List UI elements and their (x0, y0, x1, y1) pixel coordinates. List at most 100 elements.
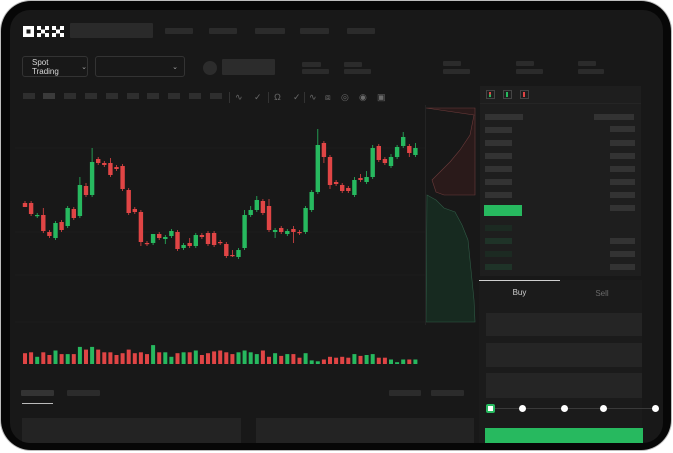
ask-price[interactable] (485, 127, 512, 133)
volume-bar (199, 355, 204, 364)
candle-body (169, 231, 174, 236)
buy-tab[interactable]: Buy (512, 288, 527, 297)
timeframe-button[interactable] (189, 93, 201, 99)
volume-bar (163, 352, 168, 364)
ask-amount (610, 126, 635, 132)
tab-order-history[interactable] (67, 390, 100, 396)
order-book-header-divider (480, 103, 641, 104)
volume-bar (151, 345, 156, 364)
sell-tab[interactable]: Sell (595, 289, 609, 298)
toolbar-divider (229, 92, 230, 103)
amount-slider-track[interactable] (490, 408, 656, 409)
candle-body (53, 223, 58, 238)
timeframe-button[interactable] (64, 93, 76, 99)
check-tool-icon[interactable]: ✓ (293, 92, 301, 102)
ask-price[interactable] (485, 179, 512, 185)
timeframe-button[interactable] (85, 93, 97, 99)
total-input[interactable] (486, 373, 642, 398)
candle-body (272, 230, 278, 232)
price-input[interactable] (486, 313, 642, 336)
candle-body (321, 143, 327, 157)
tab-open-orders[interactable] (21, 390, 54, 396)
volume-bar (401, 359, 406, 364)
bid-price[interactable] (485, 251, 512, 257)
filter-button[interactable] (389, 390, 421, 396)
volume-bar (321, 359, 326, 364)
volume-bar (291, 354, 296, 364)
slider-step[interactable] (652, 405, 659, 412)
candlestick-chart[interactable] (10, 10, 663, 443)
volume-bar (120, 353, 125, 364)
stat-label (443, 61, 461, 66)
candle-body (102, 163, 107, 165)
line-tool-icon[interactable]: ✓ (254, 92, 262, 102)
timeframe-button[interactable] (147, 93, 159, 99)
volume-bar (206, 353, 210, 364)
volume-bar (47, 355, 52, 364)
nav-item[interactable] (300, 28, 329, 34)
spot-trading-dropdown[interactable]: Spot Trading ⌄ (22, 56, 88, 77)
ask-price[interactable] (485, 166, 512, 172)
bid-amount (610, 264, 635, 270)
slider-handle[interactable] (486, 404, 495, 413)
chevron-down-icon: ⌄ (172, 63, 178, 71)
settings-icon[interactable]: ◉ (359, 92, 367, 102)
timeframe-button[interactable] (127, 93, 139, 99)
candle-body (346, 188, 351, 191)
bid-price[interactable] (485, 238, 512, 244)
asks-only-icon-bar (523, 92, 525, 97)
nav-item[interactable] (209, 28, 237, 34)
timeframe-button[interactable] (106, 93, 118, 99)
asks-only-icon[interactable] (520, 90, 529, 99)
timeframe-button[interactable] (23, 93, 35, 99)
candle-body (394, 147, 400, 157)
candle-body (254, 200, 259, 210)
nav-item[interactable] (165, 28, 193, 34)
volume-bar (102, 352, 107, 364)
orderbook-header-amount (594, 114, 634, 120)
candle-body (22, 203, 28, 207)
volume-bar (35, 356, 40, 364)
okx-logo[interactable] (23, 25, 65, 38)
bid-price[interactable] (485, 225, 512, 231)
timeframe-button[interactable] (43, 93, 55, 99)
bids-only-icon[interactable] (503, 90, 512, 99)
ruler-icon[interactable]: ⧈ (325, 92, 331, 102)
volume-bar (376, 357, 381, 364)
camera-icon[interactable]: ◎ (341, 92, 349, 102)
volume-bar (413, 359, 418, 364)
buy-button[interactable] (485, 428, 643, 443)
volume-bar (254, 354, 259, 364)
stat-label (344, 62, 362, 67)
nav-item[interactable] (347, 28, 375, 34)
pair-selector-dropdown[interactable]: ⌄ (95, 56, 185, 77)
bid-price[interactable] (485, 264, 512, 270)
candle-body (224, 244, 229, 256)
candle-body (364, 177, 369, 182)
volume-bar (346, 357, 351, 364)
amount-input[interactable] (486, 343, 642, 367)
ask-price[interactable] (485, 140, 512, 146)
slider-step[interactable] (600, 405, 607, 412)
search-bar[interactable] (70, 23, 153, 38)
line-tool-icon[interactable]: ∿ (235, 92, 243, 102)
timeframe-button[interactable] (168, 93, 180, 99)
volume-bar (71, 354, 76, 364)
volume-bar (352, 354, 357, 364)
text-tool-icon[interactable]: Ω (274, 92, 281, 102)
slider-step[interactable] (519, 405, 526, 412)
ask-price[interactable] (485, 192, 512, 198)
candle-body (138, 212, 144, 242)
wave-tool-icon[interactable]: ∿ (309, 92, 317, 102)
filter-button[interactable] (431, 390, 464, 396)
nav-item[interactable] (255, 28, 285, 34)
timeframe-button[interactable] (210, 93, 222, 99)
candle-body (352, 180, 357, 195)
ask-price[interactable] (485, 153, 512, 159)
candle-body (260, 201, 266, 213)
both-sides-icon[interactable] (486, 90, 495, 99)
candle-body (35, 215, 40, 217)
fullscreen-icon[interactable]: ▣ (377, 92, 386, 102)
slider-step[interactable] (561, 405, 568, 412)
volume-bar (328, 356, 332, 364)
